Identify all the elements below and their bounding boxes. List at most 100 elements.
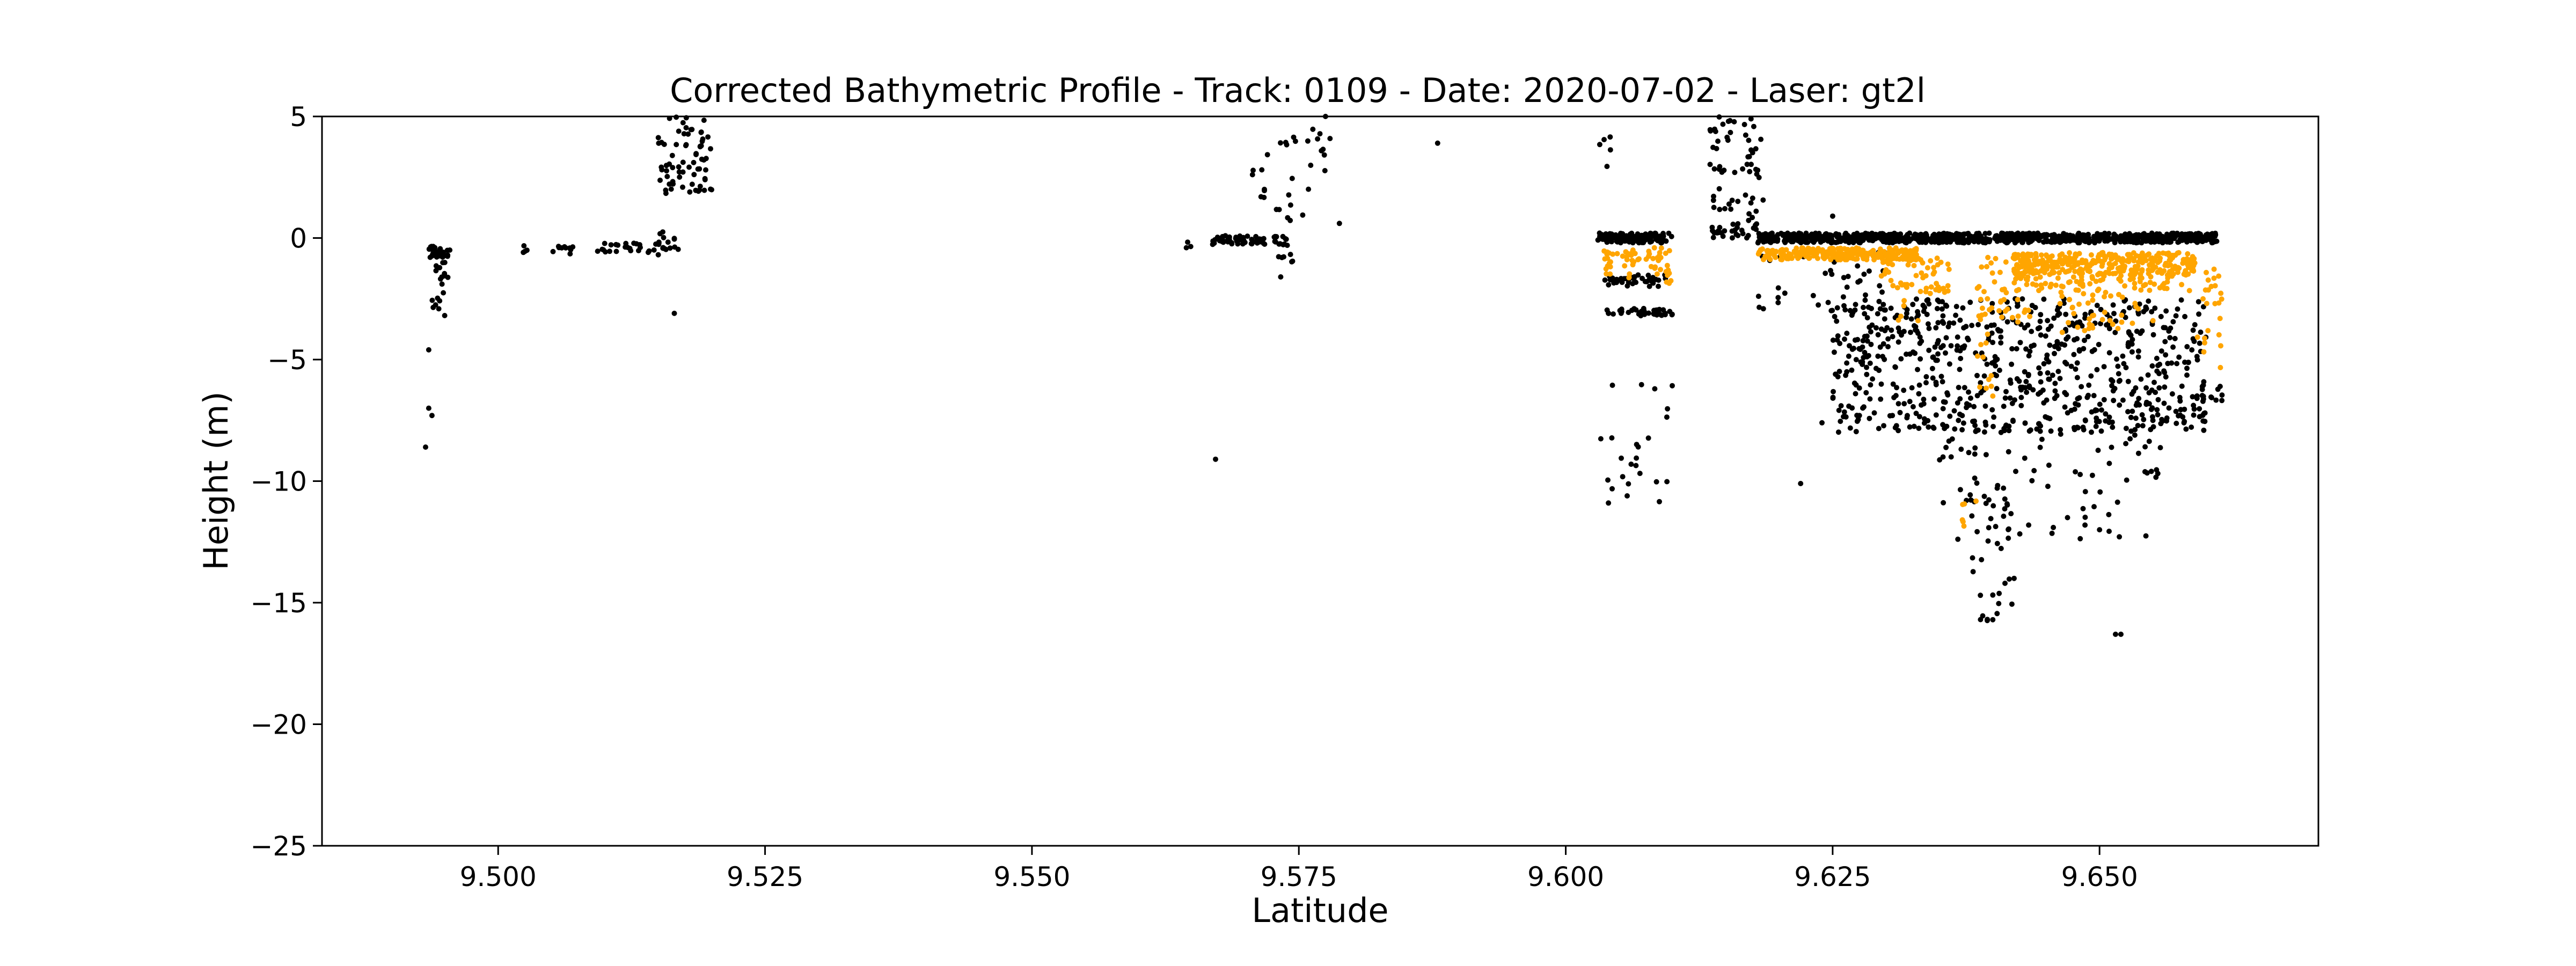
data-point: [2097, 527, 2103, 533]
data-point: [1982, 419, 1988, 425]
data-point: [2137, 279, 2143, 284]
data-point: [608, 242, 614, 248]
data-point: [2076, 230, 2082, 236]
data-point: [2072, 268, 2078, 274]
data-point: [1823, 231, 1829, 237]
data-point: [1882, 356, 1887, 362]
data-point: [1969, 323, 1975, 328]
data-point: [2004, 502, 2010, 508]
data-point: [1911, 262, 1917, 268]
data-point: [2202, 419, 2208, 425]
data-point: [2109, 265, 2114, 270]
data-point: [1754, 171, 1760, 177]
data-point: [1986, 377, 1992, 383]
data-point: [2139, 412, 2145, 418]
x-tick-label: 9.625: [1794, 861, 1871, 892]
data-point: [1645, 435, 1651, 441]
data-point: [2154, 231, 2160, 237]
data-point: [1989, 407, 1995, 413]
data-point: [1636, 311, 1642, 317]
data-point: [1842, 336, 1847, 342]
data-point: [1935, 233, 1941, 239]
data-point: [2018, 258, 2024, 264]
data-point: [1974, 393, 1980, 399]
data-point: [2037, 235, 2043, 240]
data-point: [1640, 275, 1645, 281]
data-point: [1607, 147, 1613, 153]
data-point: [1794, 250, 1800, 256]
data-point: [2166, 405, 2172, 411]
data-point: [1616, 237, 1622, 243]
data-point: [2128, 267, 2134, 273]
data-point: [1841, 414, 1846, 420]
data-point: [1978, 592, 1984, 598]
data-point: [2012, 397, 2017, 403]
data-point: [2041, 296, 2047, 302]
data-point: [1978, 617, 1984, 623]
data-point: [1717, 164, 1723, 170]
data-point: [1888, 239, 1894, 245]
data-point: [1901, 298, 1907, 304]
data-point: [705, 134, 711, 140]
data-point: [2041, 361, 2047, 367]
data-point: [2103, 289, 2109, 295]
data-point: [2097, 489, 2103, 495]
data-point: [2085, 334, 2091, 340]
data-point: [2082, 522, 2088, 528]
data-point: [1986, 497, 1992, 503]
data-point: [2032, 270, 2038, 276]
data-point: [1898, 356, 1904, 362]
data-point: [2074, 375, 2080, 380]
data-point: [1717, 207, 1723, 213]
data-point: [2212, 283, 2218, 289]
data-point: [2160, 250, 2166, 256]
data-point: [2059, 251, 2065, 257]
data-point: [1831, 349, 1837, 355]
data-point: [1748, 162, 1754, 167]
data-point: [441, 250, 447, 255]
data-point: [2106, 511, 2112, 517]
data-point: [1911, 423, 1917, 429]
data-point: [2140, 423, 2146, 429]
data-point: [1999, 230, 2004, 236]
data-point: [1274, 207, 1279, 213]
data-point: [2058, 427, 2063, 433]
data-point: [1862, 311, 1868, 317]
data-point: [1940, 379, 1945, 385]
data-point: [1816, 246, 1821, 251]
data-point: [2204, 269, 2209, 275]
data-point: [1261, 240, 1267, 246]
data-point: [1901, 401, 1907, 407]
data-point: [1923, 374, 1929, 379]
data-point: [1830, 394, 1836, 400]
data-point: [677, 174, 683, 180]
data-point: [1955, 334, 1960, 340]
data-point: [1658, 245, 1664, 251]
data-point: [1711, 204, 1717, 210]
data-point: [1990, 592, 1996, 598]
data-point: [1834, 305, 1840, 311]
data-point: [2082, 489, 2088, 495]
data-point: [1835, 374, 1841, 379]
data-point: [1820, 254, 1826, 260]
data-point: [442, 260, 448, 266]
data-point: [675, 246, 681, 252]
data-point: [2150, 237, 2156, 243]
data-point: [2058, 431, 2063, 437]
data-point: [1986, 525, 1992, 531]
data-point: [1981, 373, 1987, 379]
data-point: [1994, 611, 2000, 617]
data-point: [2010, 237, 2016, 243]
data-point: [433, 268, 439, 274]
data-point: [2117, 402, 2123, 408]
data-point: [2006, 423, 2012, 429]
data-point: [1847, 343, 1852, 349]
data-point: [2065, 410, 2070, 416]
data-point: [1997, 328, 2003, 334]
data-point: [2082, 328, 2088, 333]
data-point: [1831, 249, 1837, 255]
data-point: [1791, 237, 1797, 243]
data-point: [1948, 343, 1954, 349]
data-point: [1870, 253, 1876, 258]
data-point: [1945, 238, 1951, 244]
